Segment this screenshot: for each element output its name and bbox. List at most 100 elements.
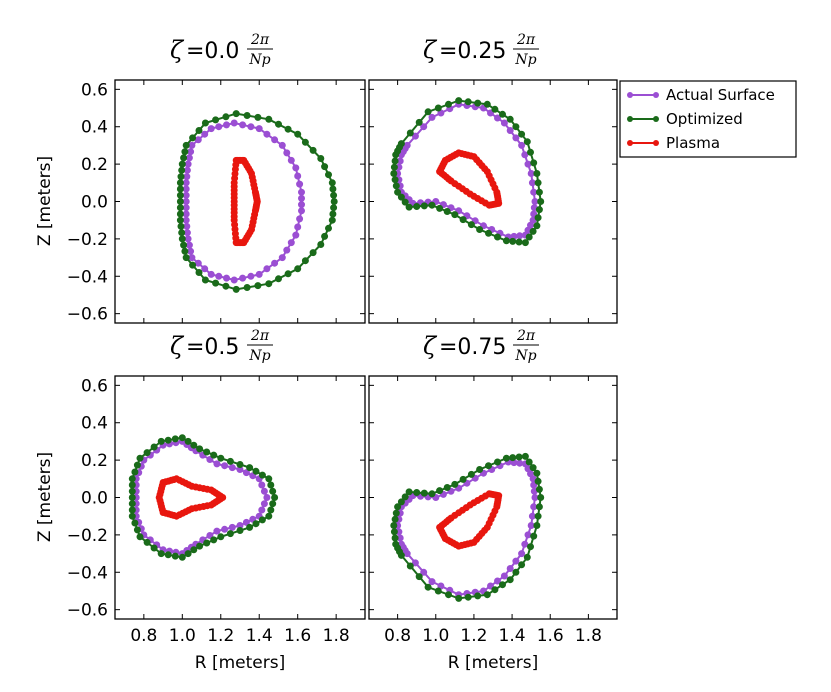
data-point-actual-surface [294, 172, 302, 180]
data-point-optimized [189, 134, 197, 142]
y-tick-label: 0.6 [81, 80, 108, 100]
data-point-optimized [128, 512, 136, 520]
data-point-optimized [317, 155, 325, 162]
y-tick-label: −0.6 [67, 601, 108, 621]
y-axis-label: Z [meters] [35, 452, 55, 542]
data-point-optimized [329, 210, 337, 218]
data-point-optimized [474, 99, 482, 107]
data-point-optimized [521, 452, 529, 460]
data-point-actual-surface [518, 550, 526, 558]
data-point-actual-surface [258, 481, 266, 489]
data-point-actual-surface [521, 151, 529, 159]
data-point-optimized [243, 112, 251, 119]
data-point-actual-surface [255, 125, 263, 133]
data-point-optimized [321, 232, 329, 240]
x-axis-label: R [meters] [448, 653, 538, 673]
data-point-actual-surface [228, 523, 236, 531]
data-point-actual-surface [528, 512, 536, 520]
data-point-actual-surface [521, 540, 529, 548]
data-point-optimized [189, 261, 197, 269]
data-point-actual-surface [215, 272, 223, 280]
data-point-optimized [502, 454, 510, 462]
data-point-optimized [443, 484, 451, 491]
data-point-actual-surface [247, 272, 255, 280]
data-point-optimized [182, 254, 190, 262]
legend-swatch-marker-optimized [627, 116, 633, 122]
data-point-actual-surface [230, 119, 238, 127]
data-point-actual-surface [527, 522, 535, 529]
data-point-actual-surface [242, 469, 250, 477]
data-point-optimized [265, 115, 273, 123]
data-point-optimized [525, 458, 533, 466]
data-point-optimized [530, 159, 538, 167]
data-point-optimized [128, 481, 136, 489]
data-point-actual-surface [494, 114, 501, 122]
data-point-optimized [284, 125, 292, 133]
data-point-actual-surface [260, 500, 268, 508]
title-value: =0.75 [439, 335, 506, 360]
data-point-optimized [483, 591, 491, 599]
data-point-actual-surface [531, 494, 539, 501]
data-point-optimized [131, 468, 139, 476]
data-point-actual-surface [206, 456, 214, 463]
data-point-optimized [451, 480, 459, 488]
data-point-actual-surface [298, 188, 305, 196]
data-point-actual-surface [187, 148, 195, 156]
data-point-optimized [190, 546, 198, 554]
data-point-optimized [196, 445, 204, 453]
data-point-optimized [317, 241, 325, 248]
legend-swatch-marker-actual-surface [653, 92, 659, 98]
x-axis-label: R [meters] [195, 653, 285, 673]
data-point-optimized [390, 163, 398, 171]
data-point-actual-surface [298, 207, 305, 215]
x-tick-label: 1.2 [207, 626, 234, 646]
data-point-optimized [176, 210, 184, 218]
legend-swatch-marker-optimized [653, 116, 659, 122]
data-point-optimized [491, 586, 499, 594]
data-point-optimized [217, 533, 225, 541]
data-point-optimized [533, 222, 541, 230]
data-point-optimized [178, 229, 186, 237]
data-point-optimized [196, 542, 204, 550]
data-point-optimized [222, 282, 230, 290]
data-point-optimized [176, 185, 184, 193]
y-axis-label: Z [meters] [35, 156, 55, 246]
data-point-optimized [294, 265, 302, 273]
data-point-actual-surface [215, 123, 223, 131]
data-point-actual-surface [420, 568, 428, 576]
data-point-actual-surface [263, 130, 271, 138]
data-point-optimized [506, 115, 514, 123]
y-tick-label: 0.6 [81, 376, 108, 396]
x-tick-label: 1.0 [422, 626, 449, 646]
data-point-optimized [128, 506, 136, 514]
data-point-optimized [405, 203, 413, 211]
data-point-optimized [195, 269, 203, 276]
title-fraction-numerator: 2π [516, 32, 536, 48]
y-tick-label: −0.2 [67, 526, 108, 546]
data-point-optimized [406, 562, 414, 570]
data-point-actual-surface [182, 216, 190, 224]
x-tick-label: 1.0 [169, 626, 196, 646]
data-point-optimized [181, 148, 189, 156]
data-point-optimized [150, 544, 158, 552]
data-point-actual-surface [527, 170, 535, 177]
data-point-optimized [210, 451, 218, 459]
data-point-actual-surface [213, 460, 221, 468]
data-point-actual-surface [528, 179, 536, 187]
data-point-optimized [254, 113, 262, 121]
data-point-optimized [397, 498, 405, 506]
title-fraction-denominator: Np [514, 52, 536, 68]
data-point-optimized [415, 118, 423, 126]
title-fraction-numerator: 2π [250, 328, 270, 344]
data-point-actual-surface [518, 141, 526, 149]
data-point-optimized [535, 206, 543, 214]
data-point-optimized [177, 173, 185, 181]
data-point-actual-surface [531, 198, 539, 205]
data-point-actual-surface [182, 185, 190, 193]
data-point-actual-surface [263, 265, 271, 273]
data-point-optimized [537, 198, 545, 205]
data-point-optimized [530, 532, 538, 540]
data-point-optimized [391, 534, 399, 542]
data-point-optimized [180, 241, 188, 249]
title-fraction-denominator: Np [248, 52, 270, 68]
